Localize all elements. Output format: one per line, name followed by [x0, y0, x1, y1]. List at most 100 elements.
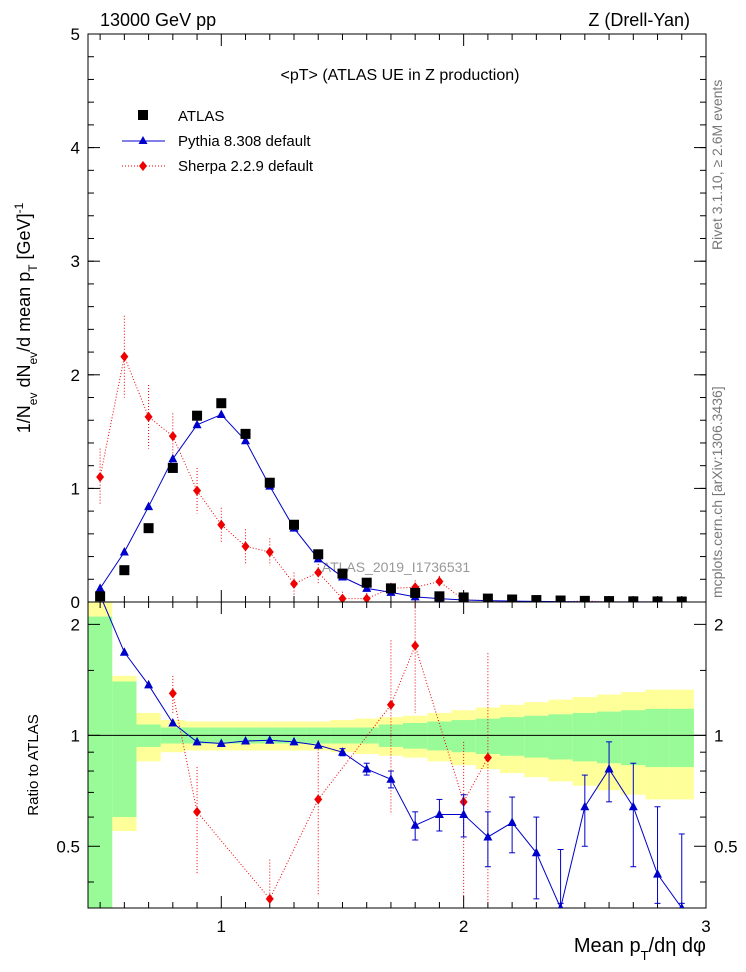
pythia-ratio-marker [507, 817, 517, 827]
ratio-y-tick-label: 0.5 [56, 837, 80, 856]
atlas-marker [531, 595, 542, 602]
pythia-ratio-marker [604, 764, 614, 773]
atlas-marker [192, 410, 203, 421]
ratio-series-group [102, 602, 685, 908]
sherpa-ratio-line [172, 644, 489, 900]
ratio-band-stat [427, 721, 452, 751]
pythia-marker [168, 453, 178, 463]
ratio-band-stat [524, 715, 549, 758]
atlas-marker [313, 549, 324, 560]
sherpa-ratio-marker [411, 640, 420, 651]
ratio-y-axis-label: Ratio to ATLAS [25, 714, 42, 815]
pythia-ratio-marker [557, 903, 564, 908]
ratio-band-stat [645, 708, 670, 768]
main-panel: 0 1 2 3 4 5 [71, 25, 707, 612]
atlas-marker [482, 593, 493, 602]
header-left: 13000 GeV pp [100, 10, 216, 30]
x-tick-label: 2 [459, 917, 468, 936]
atlas-marker [289, 519, 299, 530]
atlas-marker [434, 591, 445, 602]
atlas-marker [579, 595, 590, 602]
pythia-ratio-marker [679, 903, 685, 908]
ratio-frame [87, 601, 707, 909]
pythia-ratio-marker [265, 735, 275, 744]
pythia-ratio-marker [144, 679, 154, 689]
ratio-band-stat [548, 714, 573, 760]
x-axis-label: Mean pT/dη dφ [574, 935, 706, 963]
sherpa-marker [193, 485, 202, 496]
sherpa-ratio-marker [265, 893, 274, 904]
pythia-ratio-marker [168, 718, 178, 727]
ratio-band-stat [572, 712, 597, 762]
pythia-ratio-marker [459, 809, 469, 818]
ratio-y-tick-label-right: 0.5 [714, 837, 738, 856]
ratio-band-stat [88, 616, 113, 908]
sherpa-marker [168, 431, 177, 442]
watermark: ATLAS_2019_I1736531 [322, 559, 471, 575]
ratio-y-tick-label: 1 [71, 726, 80, 745]
ratio-band-stat [112, 681, 137, 818]
atlas-marker [676, 596, 687, 602]
pythia-ratio-marker [653, 869, 663, 878]
legend-label-atlas: ATLAS [178, 108, 224, 125]
sherpa-ratio-marker [314, 794, 323, 805]
atlas-marker [216, 398, 227, 409]
y-tick-label: 5 [71, 25, 80, 44]
atlas-marker [337, 568, 348, 579]
legend-marker-sherpa [139, 161, 147, 171]
header-right: Z (Drell-Yan) [588, 10, 690, 30]
atlas-marker [167, 462, 178, 473]
side-label-bottom: mcplots.cern.ch [arXiv:1306.3436] [709, 386, 725, 598]
sherpa-ratio-marker [168, 688, 177, 699]
sherpa-marker [120, 351, 129, 362]
ratio-band-stat [669, 708, 694, 768]
atlas-marker [555, 595, 566, 602]
legend-marker-atlas [138, 110, 148, 120]
y-tick-label: 0 [71, 593, 80, 612]
atlas-marker [95, 591, 106, 602]
x-tick-label: 1 [217, 917, 226, 936]
sherpa-ratio-marker [193, 806, 202, 817]
pythia-ratio-marker [580, 801, 590, 811]
pythia-marker [95, 583, 105, 592]
side-label-top: Rivet 3.1.10, ≥ 2.6M events [709, 80, 725, 250]
pythia-marker [216, 409, 226, 419]
y-tick-label: 4 [71, 139, 80, 158]
atlas-marker [240, 428, 251, 439]
y-axis-label: 1/Nev dNev/d mean pT [GeV]-1 [12, 202, 40, 433]
sherpa-marker [265, 547, 274, 558]
atlas-marker [458, 592, 469, 602]
ratio-band-stat [500, 717, 525, 756]
sherpa-marker [96, 472, 105, 483]
ratio-y-tick-label: 2 [71, 615, 80, 634]
pythia-marker [119, 547, 129, 556]
atlas-marker [410, 587, 421, 598]
atlas-marker [604, 596, 615, 602]
pythia-marker [241, 435, 251, 445]
sherpa-marker [362, 593, 371, 602]
y-tick-label: 3 [71, 252, 80, 271]
sherpa-ratio-marker [483, 752, 492, 763]
pythia-ratio-marker [337, 747, 347, 756]
sherpa-marker [338, 593, 347, 602]
pythia-ratio-marker [216, 738, 226, 748]
pythia-marker [192, 419, 202, 429]
sherpa-marker [314, 567, 323, 578]
pythia-ratio-marker [362, 764, 372, 773]
chart-title: <pT> (ATLAS UE in Z production) [281, 67, 520, 84]
pythia-marker [144, 501, 154, 511]
atlas-marker [385, 583, 396, 594]
atlas-marker [652, 596, 663, 602]
atlas-marker [143, 523, 154, 534]
ratio-band-stat [403, 723, 428, 749]
sherpa-ratio-marker [386, 699, 395, 710]
pythia-ratio-marker [192, 736, 202, 746]
legend-marker-pythia [138, 136, 148, 144]
ratio-y-tick-label-right: 1 [714, 726, 723, 745]
x-tick-label: 3 [701, 917, 710, 936]
pythia-ratio-marker [628, 801, 638, 811]
pythia-ratio-marker [241, 736, 251, 745]
pythia-ratio-marker [386, 774, 396, 783]
pythia-ratio-marker [483, 831, 493, 841]
